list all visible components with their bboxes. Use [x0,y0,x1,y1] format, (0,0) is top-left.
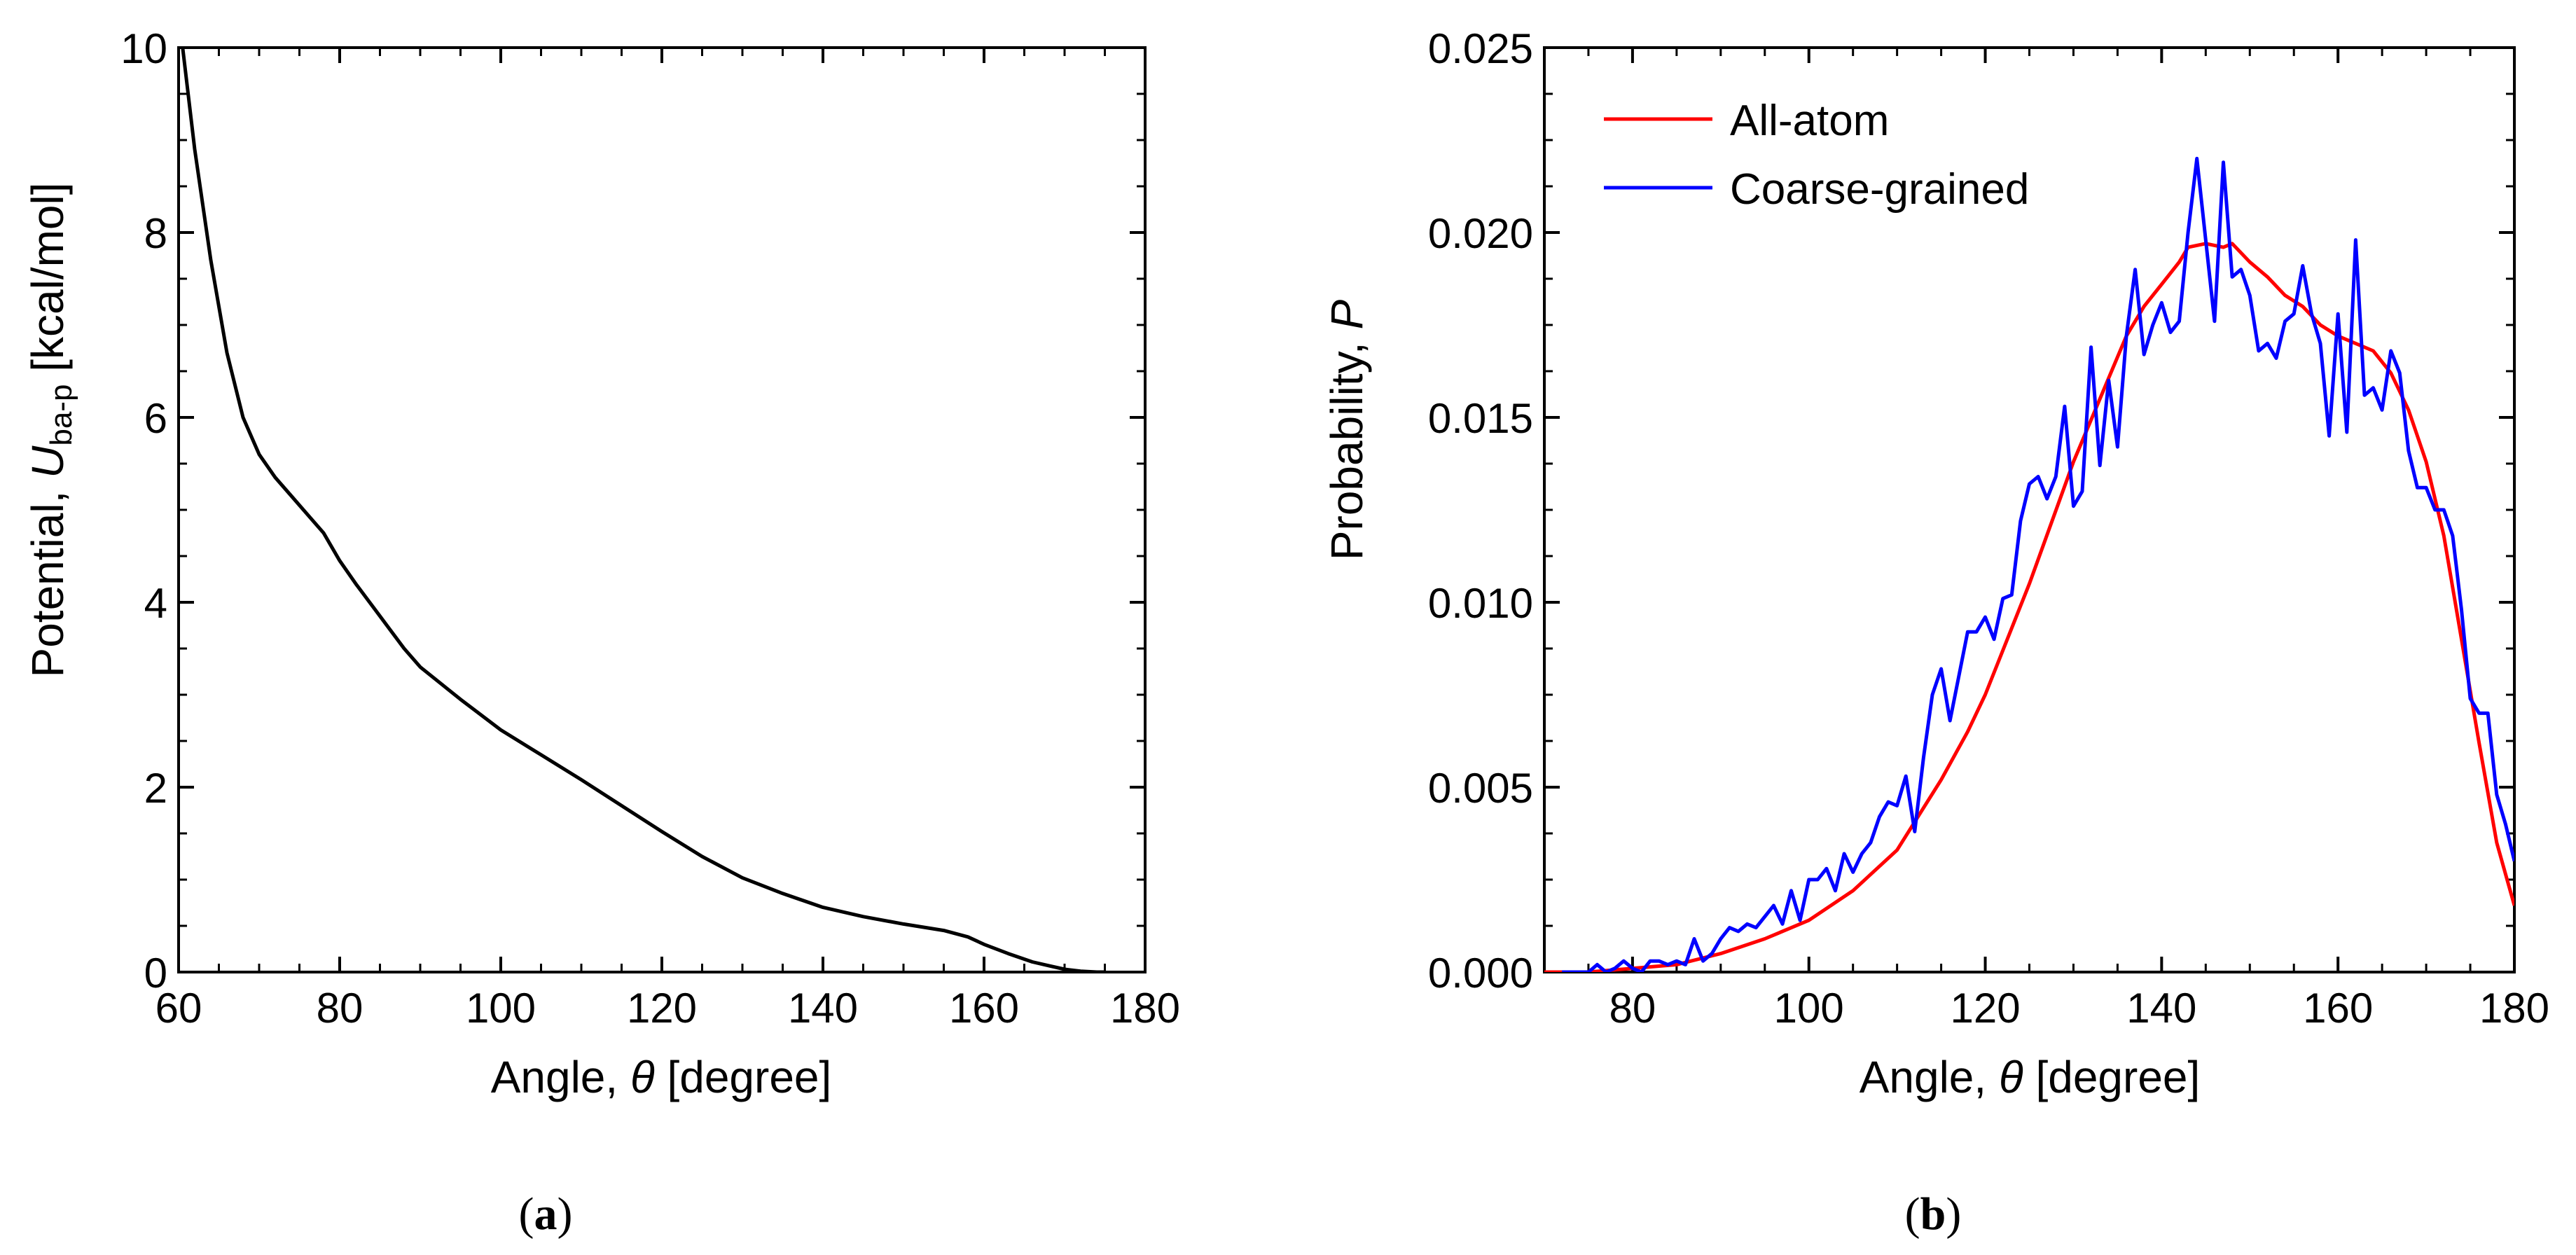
panel-b-x-tick-label: 160 [2303,985,2373,1032]
panel-a-y-tick-label: 2 [144,765,167,812]
panel-b-x-axis-label: Angle, θ [degree] [1860,1052,2201,1102]
legend-label-all-atom: All-atom [1730,97,1889,145]
panel-b-x-tick-label: 100 [1774,985,1844,1032]
panel-b-y-axis-label: Probability, P [1322,300,1372,561]
legend-label-coarse-grained: Coarse-grained [1730,165,2029,214]
panel-b-y-tick-label: 0.015 [1428,395,1533,442]
panel-a-y-tick-label: 10 [120,25,167,72]
panel-b-chart: 80 100 120 140 160 180 0.000 0.005 0.010 0.015 0.0… [1322,25,2549,1102]
panel-a-x-tick-label: 120 [627,985,697,1032]
panel-b-x-tick-label: 80 [1609,985,1656,1032]
panel-b-x-tick-label: 120 [1950,985,2020,1032]
panel-a-marks: 60 80 100 120 140 160 180 0 2 4 6 8 10 [120,25,1180,1032]
panel-a-x-tick-label: 60 [155,985,202,1032]
panel-a-y-axis-label: Potential, Uba-p [kcal/mol] [22,183,78,678]
panel-a-y-tick-label: 4 [144,580,167,627]
panel-b-series-all-atom-line [1544,242,2514,972]
panel-b-y-tick-label: 0.005 [1428,765,1533,812]
panel-a-series-u-ba-p-line [181,48,1105,972]
panel-a-x-tick-label: 140 [788,985,858,1032]
panel-a-x-tick-label: 80 [317,985,363,1032]
panel-b-caption: (b) [1905,1188,1962,1240]
panel-b-x-tick-label: 140 [2126,985,2196,1032]
panel-b-y-tick-label: 0.025 [1428,25,1533,72]
panel-a-x-tick-label: 180 [1110,985,1180,1032]
panel-a-caption: (a) [519,1188,573,1240]
panel-a-y-tick-label: 0 [144,950,167,997]
panel-a-x-tick-label: 160 [949,985,1019,1032]
panel-b-y-tick-label: 0.020 [1428,210,1533,257]
panel-a-y-tick-label: 8 [144,210,167,257]
panel-a-x-axis-label: Angle, θ [degree] [491,1052,832,1102]
panel-a-x-tick-label: 100 [466,985,536,1032]
panel-a-chart: 60 80 100 120 140 160 180 0 2 4 6 8 10 Angle, θ [deg… [22,25,1180,1102]
panel-b-legend: All-atom Coarse-grained [1604,97,2029,214]
panel-a-y-tick-label: 6 [144,395,167,442]
panel-b-y-tick-label: 0.010 [1428,580,1533,627]
panel-b-series-coarse-grained-line [1562,156,2514,972]
panel-b-marks: 80 100 120 140 160 180 0.000 0.005 0.010 0.015 0.0… [1428,25,2549,1032]
panel-b-x-tick-label: 180 [2479,985,2549,1032]
panel-b-y-tick-label: 0.000 [1428,950,1533,997]
